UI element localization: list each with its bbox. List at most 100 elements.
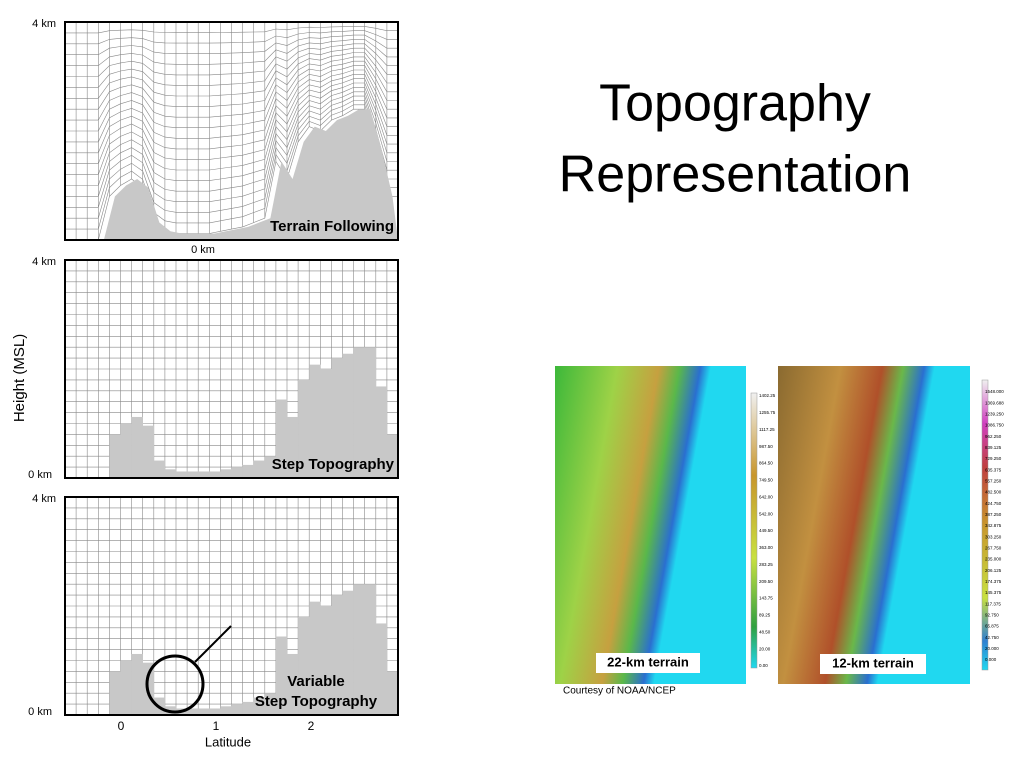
legend-label: 206.125 xyxy=(985,568,1002,573)
terrain-step xyxy=(142,425,155,478)
bottom-label: 0 km xyxy=(191,244,215,256)
legend-label: 1086.750 xyxy=(985,423,1004,428)
legend-label: 1369.688 xyxy=(985,400,1004,405)
legend-label: 92.750 xyxy=(985,613,999,618)
terrain-step xyxy=(220,706,232,715)
terrain-step xyxy=(120,660,132,715)
x-tick: 2 xyxy=(308,719,315,733)
map-legend-bar xyxy=(750,392,758,669)
map-caption: 12-km terrain xyxy=(832,655,914,670)
x-tick: 0 xyxy=(118,719,125,733)
legend-label: 1548.000 xyxy=(985,389,1004,394)
terrain-step xyxy=(253,697,266,715)
legend-label: 145.375 xyxy=(985,590,1002,595)
panel-label: Terrain Following xyxy=(270,218,394,235)
legend-label: 303.250 xyxy=(985,534,1002,539)
terrain-step xyxy=(176,471,188,478)
legend-label: 839.125 xyxy=(985,445,1002,450)
panel-frame xyxy=(64,259,399,479)
terrain-step xyxy=(131,416,143,478)
terrain-step xyxy=(220,469,232,478)
panels: 4 km 0 km Terrain Following 4 km 0 km Step To… xyxy=(28,18,399,718)
legend-label: 20.000 xyxy=(985,646,999,651)
terrain-step xyxy=(109,434,121,478)
legend-label: 89.25 xyxy=(759,613,771,618)
terrain-step xyxy=(231,467,243,478)
terrain-step xyxy=(309,601,321,715)
panel-frame xyxy=(64,496,399,716)
terrain-step xyxy=(242,701,254,715)
map-image xyxy=(555,366,746,684)
bottom-label: 0 km xyxy=(28,706,52,718)
top-label: 4 km xyxy=(32,256,56,268)
legend-label: 1402.25 xyxy=(759,393,776,398)
map-legend-bar xyxy=(981,379,989,671)
legend-label: 342.875 xyxy=(985,523,1002,528)
panel-label: Step Topography xyxy=(255,693,378,710)
terrain-step xyxy=(331,358,343,478)
terrain xyxy=(65,109,398,240)
legend-label: 363.00 xyxy=(759,545,773,550)
legend-label: 864.50 xyxy=(759,461,773,466)
terrain-step xyxy=(198,471,210,478)
terrain-step xyxy=(375,386,388,478)
legend-label: 174.375 xyxy=(985,579,1002,584)
legend-label: 542.00 xyxy=(759,511,773,516)
terrain-step xyxy=(386,671,399,715)
legend-label: 387.250 xyxy=(985,512,1002,517)
legend-label: 42.750 xyxy=(985,635,999,640)
map-caption: 22-km terrain xyxy=(607,654,689,669)
panel-label: Variable xyxy=(287,673,345,690)
legend-label: 235.000 xyxy=(985,557,1002,562)
terrain-step xyxy=(375,623,388,715)
legend-label: 267.750 xyxy=(985,546,1002,551)
terrain-step xyxy=(242,464,254,478)
map-legends: 1402.25 1255.75 1117.25 987.50 864.50 749.50 6… xyxy=(759,389,1004,668)
terrain-step xyxy=(275,399,288,478)
legend-label: 0.00 xyxy=(759,663,768,668)
legend-label: 1117.25 xyxy=(759,427,775,432)
terrain-step xyxy=(287,416,299,478)
map-image xyxy=(778,366,970,684)
terrain-step xyxy=(320,369,332,478)
legend-label: 729.250 xyxy=(985,456,1002,461)
highlight-circle xyxy=(145,654,205,714)
y-axis-label: Height (MSL) xyxy=(11,334,28,422)
terrain-step xyxy=(298,379,310,478)
pointer-line xyxy=(194,625,232,663)
legend-label: 482.500 xyxy=(985,490,1002,495)
terrain-step xyxy=(342,590,354,715)
credit: Courtesy of NOAA/NCEP xyxy=(563,686,676,697)
bottom-label: 0 km xyxy=(28,469,52,481)
legend-label: 987.50 xyxy=(759,444,773,449)
legend-label: 117.375 xyxy=(985,601,1001,606)
legend-label: 1239.250 xyxy=(985,412,1004,417)
terrain-step xyxy=(364,347,377,478)
terrain-step xyxy=(187,708,199,715)
terrain-step xyxy=(298,616,310,715)
top-label: 4 km xyxy=(32,18,56,30)
panel-label: Step Topography xyxy=(272,456,395,473)
legend-label: 449.50 xyxy=(759,528,773,533)
terrain-step xyxy=(342,353,354,478)
terrain-step xyxy=(364,584,377,715)
legend-label: 642.00 xyxy=(759,494,773,499)
x-tick: 1 xyxy=(213,719,220,733)
legend-label: 65.875 xyxy=(985,624,999,629)
terrain-step xyxy=(264,693,277,715)
legend-label: 749.50 xyxy=(759,478,773,483)
terrain-step xyxy=(231,704,243,715)
terrain-step xyxy=(331,595,343,715)
legend-label: 20.00 xyxy=(759,646,771,651)
panel-frame xyxy=(64,21,399,241)
terrain-step xyxy=(209,708,221,715)
terrain-step xyxy=(109,671,121,715)
legend-label: 143.75 xyxy=(759,596,773,601)
terrain-step xyxy=(353,347,365,478)
legend-label: 283.25 xyxy=(759,562,773,567)
x-axis-label: Latitude xyxy=(205,734,251,749)
terrain-step xyxy=(131,653,143,715)
caption-box xyxy=(820,654,926,674)
legend-label: 209.50 xyxy=(759,579,773,584)
